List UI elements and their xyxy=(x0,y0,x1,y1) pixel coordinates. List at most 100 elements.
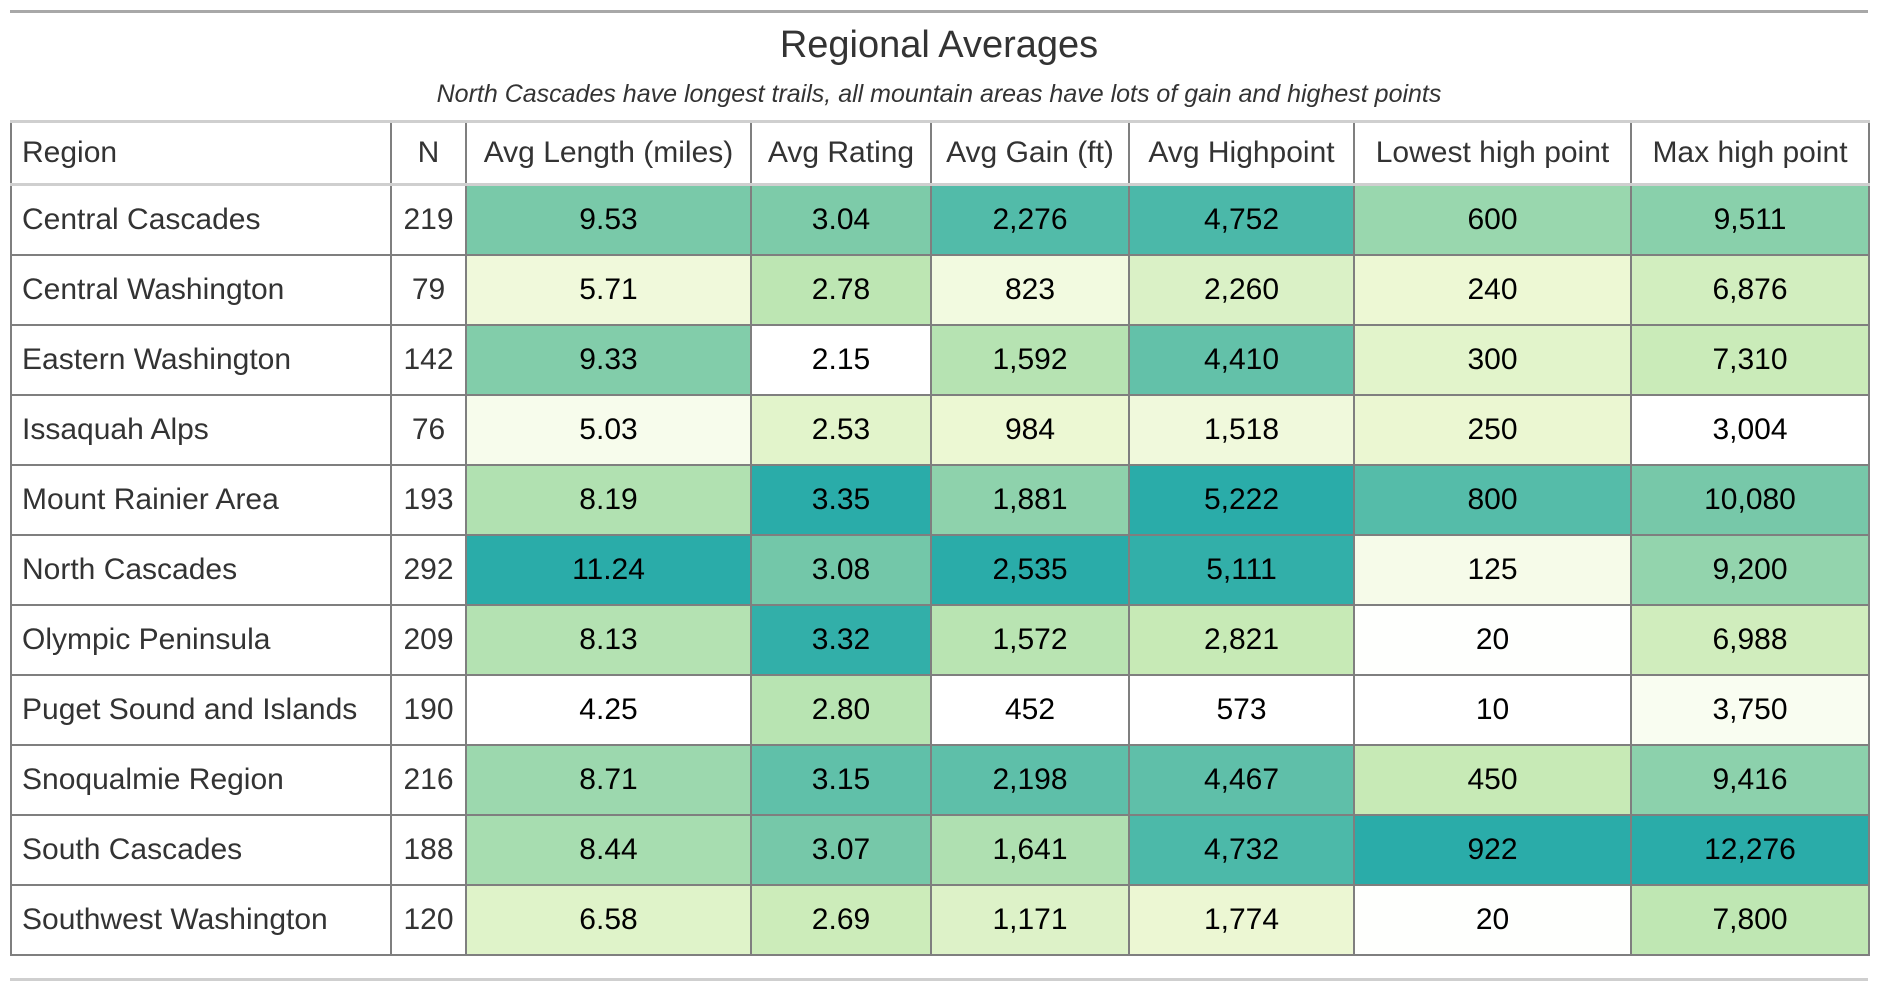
lowest-high-point-cell: 800 xyxy=(1353,464,1632,536)
avg-length-cell: 4.25 xyxy=(465,674,752,746)
avg-rating-cell: 3.15 xyxy=(750,744,932,816)
avg-highpoint-cell: 573 xyxy=(1128,674,1355,746)
region-cell: Mount Rainier Area xyxy=(10,464,392,536)
max-high-point-cell: 6,876 xyxy=(1630,254,1870,326)
max-high-point-cell: 6,988 xyxy=(1630,604,1870,676)
column-header-lowest-high-point: Lowest high point xyxy=(1353,120,1632,186)
data-table: Region N Avg Length (miles) Avg Rating A… xyxy=(10,120,1870,956)
column-header-avg-gain: Avg Gain (ft) xyxy=(930,120,1130,186)
top-rule xyxy=(10,10,1868,13)
avg-length-cell: 5.71 xyxy=(465,254,752,326)
avg-rating-cell: 3.07 xyxy=(750,814,932,886)
avg-gain-cell: 1,572 xyxy=(930,604,1130,676)
lowest-high-point-cell: 450 xyxy=(1353,744,1632,816)
avg-length-cell: 8.13 xyxy=(465,604,752,676)
max-high-point-cell: 3,004 xyxy=(1630,394,1870,466)
avg-highpoint-cell: 2,260 xyxy=(1128,254,1355,326)
max-high-point-cell: 10,080 xyxy=(1630,464,1870,536)
n-cell: 193 xyxy=(390,464,467,536)
lowest-high-point-cell: 20 xyxy=(1353,884,1632,956)
lowest-high-point-cell: 300 xyxy=(1353,324,1632,396)
avg-length-cell: 5.03 xyxy=(465,394,752,466)
table-title: Regional Averages xyxy=(779,24,1099,66)
region-cell: Central Washington xyxy=(10,254,392,326)
avg-length-cell: 8.71 xyxy=(465,744,752,816)
n-cell: 188 xyxy=(390,814,467,886)
avg-rating-cell: 3.35 xyxy=(750,464,932,536)
max-high-point-cell: 7,800 xyxy=(1630,884,1870,956)
n-cell: 76 xyxy=(390,394,467,466)
n-cell: 209 xyxy=(390,604,467,676)
table-row: Issaquah Alps 76 5.03 2.53 984 1,518 250 3,004 xyxy=(10,394,1870,466)
lowest-high-point-cell: 240 xyxy=(1353,254,1632,326)
lowest-high-point-cell: 600 xyxy=(1353,183,1632,256)
avg-rating-cell: 3.32 xyxy=(750,604,932,676)
column-header-max-high-point: Max high point xyxy=(1630,120,1870,186)
table-row: Snoqualmie Region 216 8.71 3.15 2,198 4,467 45… xyxy=(10,744,1870,816)
n-cell: 190 xyxy=(390,674,467,746)
avg-highpoint-cell: 2,821 xyxy=(1128,604,1355,676)
avg-gain-cell: 1,592 xyxy=(930,324,1130,396)
region-cell: Issaquah Alps xyxy=(10,394,392,466)
table-row: Southwest Washington 120 6.58 2.69 1,171 1,77… xyxy=(10,884,1870,956)
max-high-point-cell: 9,511 xyxy=(1630,183,1870,256)
max-high-point-cell: 12,276 xyxy=(1630,814,1870,886)
avg-highpoint-cell: 1,774 xyxy=(1128,884,1355,956)
max-high-point-cell: 7,310 xyxy=(1630,324,1870,396)
max-high-point-cell: 9,416 xyxy=(1630,744,1870,816)
column-header-avg-length: Avg Length (miles) xyxy=(465,120,752,186)
column-header-avg-highpoint: Avg Highpoint xyxy=(1128,120,1355,186)
n-cell: 79 xyxy=(390,254,467,326)
avg-length-cell: 6.58 xyxy=(465,884,752,956)
avg-gain-cell: 1,171 xyxy=(930,884,1130,956)
max-high-point-cell: 9,200 xyxy=(1630,534,1870,606)
table-row: Olympic Peninsula 209 8.13 3.32 1,572 2,821 20… xyxy=(10,604,1870,676)
avg-length-cell: 9.33 xyxy=(465,324,752,396)
region-cell: Olympic Peninsula xyxy=(10,604,392,676)
table-subtitle: North Cascades have longest trails, all … xyxy=(436,80,1442,108)
lowest-high-point-cell: 922 xyxy=(1353,814,1632,886)
region-cell: North Cascades xyxy=(10,534,392,606)
table-body: Central Cascades 219 9.53 3.04 2,276 4,752 600… xyxy=(10,183,1870,956)
avg-highpoint-cell: 5,222 xyxy=(1128,464,1355,536)
avg-gain-cell: 2,198 xyxy=(930,744,1130,816)
lowest-high-point-cell: 125 xyxy=(1353,534,1632,606)
bottom-rule xyxy=(10,978,1868,981)
avg-length-cell: 11.24 xyxy=(465,534,752,606)
avg-rating-cell: 3.04 xyxy=(750,183,932,256)
lowest-high-point-cell: 10 xyxy=(1353,674,1632,746)
avg-length-cell: 8.19 xyxy=(465,464,752,536)
avg-highpoint-cell: 1,518 xyxy=(1128,394,1355,466)
avg-highpoint-cell: 5,111 xyxy=(1128,534,1355,606)
avg-rating-cell: 3.08 xyxy=(750,534,932,606)
avg-rating-cell: 2.80 xyxy=(750,674,932,746)
avg-highpoint-cell: 4,467 xyxy=(1128,744,1355,816)
avg-rating-cell: 2.53 xyxy=(750,394,932,466)
region-cell: Puget Sound and Islands xyxy=(10,674,392,746)
column-header-n: N xyxy=(390,120,467,186)
table-row: Mount Rainier Area 193 8.19 3.35 1,881 5,222 8… xyxy=(10,464,1870,536)
column-header-region: Region xyxy=(10,120,392,186)
avg-gain-cell: 1,641 xyxy=(930,814,1130,886)
header-row: Region N Avg Length (miles) Avg Rating A… xyxy=(10,120,1870,186)
avg-gain-cell: 2,276 xyxy=(930,183,1130,256)
avg-rating-cell: 2.69 xyxy=(750,884,932,956)
avg-highpoint-cell: 4,410 xyxy=(1128,324,1355,396)
avg-gain-cell: 1,881 xyxy=(930,464,1130,536)
avg-highpoint-cell: 4,752 xyxy=(1128,183,1355,256)
region-cell: South Cascades xyxy=(10,814,392,886)
table-row: Eastern Washington 142 9.33 2.15 1,592 4,410 3… xyxy=(10,324,1870,396)
avg-highpoint-cell: 4,732 xyxy=(1128,814,1355,886)
table-row: Central Washington 79 5.71 2.78 823 2,260 240 6… xyxy=(10,254,1870,326)
table-row: North Cascades 292 11.24 3.08 2,535 5,111 125 9… xyxy=(10,534,1870,606)
region-cell: Eastern Washington xyxy=(10,324,392,396)
n-cell: 219 xyxy=(390,183,467,256)
table-row: Central Cascades 219 9.53 3.04 2,276 4,752 600… xyxy=(10,183,1870,256)
avg-gain-cell: 984 xyxy=(930,394,1130,466)
n-cell: 292 xyxy=(390,534,467,606)
avg-gain-cell: 452 xyxy=(930,674,1130,746)
table-row: South Cascades 188 8.44 3.07 1,641 4,732 922 12… xyxy=(10,814,1870,886)
n-cell: 216 xyxy=(390,744,467,816)
column-header-avg-rating: Avg Rating xyxy=(750,120,932,186)
